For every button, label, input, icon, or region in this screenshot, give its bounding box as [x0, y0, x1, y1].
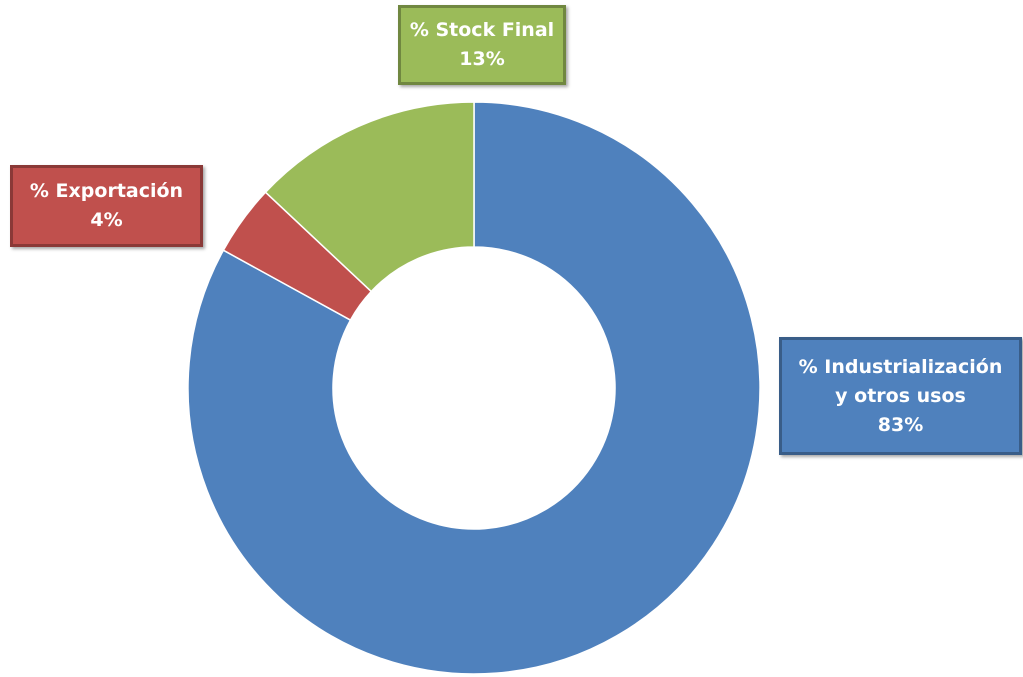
data-label-box: % Exportación 4% [10, 165, 203, 247]
category-label: % Industrialización y otros usos [798, 355, 1003, 407]
donut-slice [264, 101, 475, 293]
value-label: 83% [877, 413, 924, 436]
value-label: 13% [459, 48, 505, 70]
value-label: 4% [90, 209, 123, 231]
data-label-box: % Industrialización y otros usos 83% [779, 337, 1022, 455]
category-label: % Exportación [29, 180, 184, 202]
category-label: % Stock Final [409, 19, 555, 41]
data-label-box: % Stock Final 13% [398, 5, 566, 85]
donut-slice [187, 101, 761, 675]
